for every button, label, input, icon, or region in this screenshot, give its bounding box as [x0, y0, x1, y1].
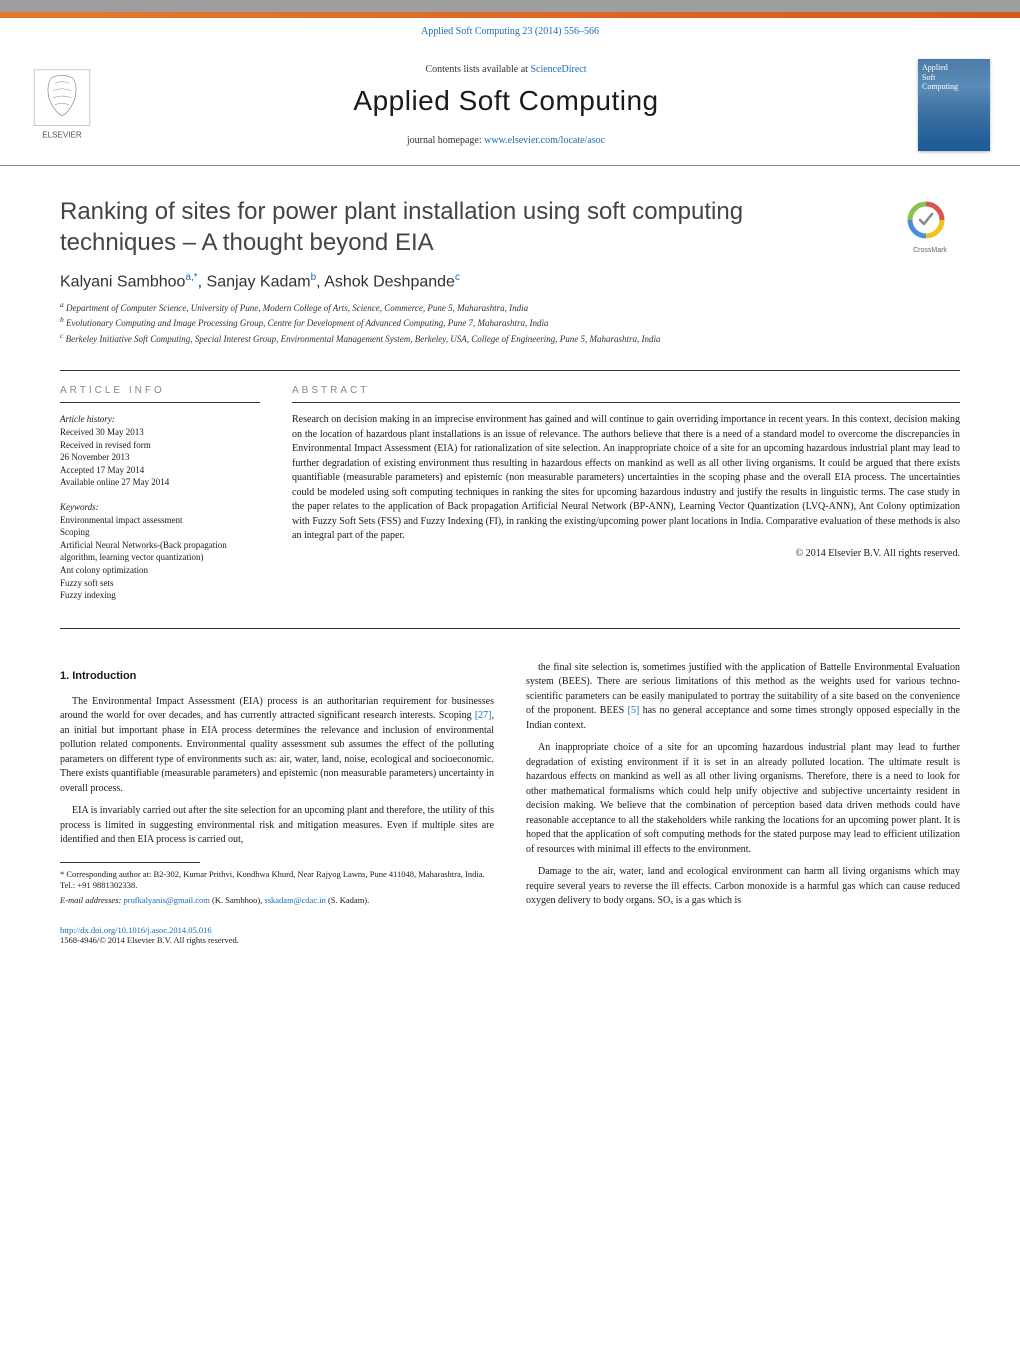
masthead: ELSEVIER Contents lists available at Sci…: [0, 45, 1020, 166]
affil-ref: b: [311, 272, 317, 283]
abstract: ABSTRACT Research on decision making in …: [292, 385, 960, 613]
keyword: Artificial Neural Networks-(Back propaga…: [60, 539, 260, 564]
abstract-copyright: © 2014 Elsevier B.V. All rights reserved…: [292, 548, 960, 559]
history-line: Received 30 May 2013: [60, 426, 260, 439]
footer: http://dx.doi.org/10.1016/j.asoc.2014.05…: [0, 917, 1020, 965]
keyword: Ant colony optimization: [60, 564, 260, 577]
contents-line: Contents lists available at ScienceDirec…: [112, 64, 900, 75]
right-column: the final site selection is, sometimes j…: [526, 661, 960, 917]
affil-ref: c: [455, 272, 460, 283]
keywords-label: Keywords:: [60, 501, 260, 514]
history-label: Article history:: [60, 413, 260, 426]
keywords-block: Keywords: Environmental impact assessmen…: [60, 501, 260, 602]
body-columns: 1. Introduction The Environmental Impact…: [0, 643, 1020, 917]
history-line: 26 November 2013: [60, 451, 260, 464]
email-attribution: (S. Kadam).: [326, 895, 369, 905]
homepage-prefix: journal homepage:: [407, 135, 484, 146]
section-heading: 1. Introduction: [60, 669, 494, 685]
contents-prefix: Contents lists available at: [425, 64, 530, 75]
keyword: Scoping: [60, 526, 260, 539]
info-abstract-row: ARTICLE INFO Article history: Received 3…: [0, 385, 1020, 613]
body-paragraph: The Environmental Impact Assessment (EIA…: [60, 695, 494, 797]
authors: Kalyani Sambhooa,*, Sanjay Kadamb, Ashok…: [60, 272, 960, 291]
elsevier-logo: ELSEVIER: [30, 69, 94, 141]
title-block: CrossMark Ranking of sites for power pla…: [0, 166, 1020, 356]
article-history: Article history: Received 30 May 2013Rec…: [60, 413, 260, 489]
abstract-head: ABSTRACT: [292, 385, 960, 403]
history-line: Received in revised form: [60, 439, 260, 452]
email-attribution: (K. Sambhoo),: [210, 895, 265, 905]
cite-link[interactable]: [27]: [475, 710, 492, 721]
body-paragraph: Damage to the air, water, land and ecolo…: [526, 865, 960, 909]
crossmark-badge[interactable]: CrossMark: [900, 196, 960, 256]
homepage-link[interactable]: www.elsevier.com/locate/asoc: [484, 135, 605, 146]
keyword: Fuzzy soft sets: [60, 577, 260, 590]
svg-text:CrossMark: CrossMark: [913, 247, 947, 254]
affil-ref: a,*: [185, 272, 197, 283]
rule-top: [60, 370, 960, 371]
homepage-line: journal homepage: www.elsevier.com/locat…: [112, 135, 900, 146]
history-line: Available online 27 May 2014: [60, 476, 260, 489]
history-line: Accepted 17 May 2014: [60, 464, 260, 477]
body-paragraph: An inappropriate choice of a site for an…: [526, 741, 960, 857]
keyword: Environmental impact assessment: [60, 514, 260, 527]
article-info-head: ARTICLE INFO: [60, 385, 260, 403]
article-title: Ranking of sites for power plant install…: [60, 196, 860, 258]
affiliations: a Department of Computer Science, Univer…: [60, 300, 960, 346]
body-paragraph: the final site selection is, sometimes j…: [526, 661, 960, 734]
affiliation: a Department of Computer Science, Univer…: [60, 300, 960, 315]
cite-link[interactable]: [5]: [628, 705, 640, 716]
svg-text:ELSEVIER: ELSEVIER: [42, 130, 82, 139]
affiliation: c Berkeley Initiative Soft Computing, Sp…: [60, 331, 960, 346]
abstract-text: Research on decision making in an imprec…: [292, 413, 960, 544]
cover-text: Applied Soft Computing: [922, 63, 986, 92]
article-info: ARTICLE INFO Article history: Received 3…: [60, 385, 260, 613]
email-link[interactable]: profkalyanis@gmail.com: [123, 895, 209, 905]
body-paragraph: EIA is invariably carried out after the …: [60, 804, 494, 848]
citation-line: Applied Soft Computing 23 (2014) 556–566: [0, 18, 1020, 45]
footnote-separator: [60, 862, 200, 863]
citation-link[interactable]: Applied Soft Computing 23 (2014) 556–566: [421, 26, 599, 37]
corresponding-author: * Corresponding author at: B2-302, Kumar…: [60, 869, 494, 892]
footnotes: * Corresponding author at: B2-302, Kumar…: [60, 869, 494, 906]
rule-bottom: [60, 628, 960, 629]
doi-link[interactable]: http://dx.doi.org/10.1016/j.asoc.2014.05…: [60, 925, 212, 935]
left-column: 1. Introduction The Environmental Impact…: [60, 661, 494, 917]
email-line: E-mail addresses: profkalyanis@gmail.com…: [60, 895, 494, 906]
journal-name: Applied Soft Computing: [112, 85, 900, 117]
email-link[interactable]: sskadam@cdac.in: [264, 895, 325, 905]
sciencedirect-link[interactable]: ScienceDirect: [530, 64, 586, 75]
masthead-center: Contents lists available at ScienceDirec…: [112, 64, 900, 146]
header-color-bar: [0, 0, 1020, 18]
email-label: E-mail addresses:: [60, 895, 123, 905]
issn-copyright: 1568-4946/© 2014 Elsevier B.V. All right…: [60, 935, 960, 945]
keyword: Fuzzy indexing: [60, 589, 260, 602]
affiliation: b Evolutionary Computing and Image Proce…: [60, 315, 960, 330]
journal-cover: Applied Soft Computing: [918, 59, 990, 151]
